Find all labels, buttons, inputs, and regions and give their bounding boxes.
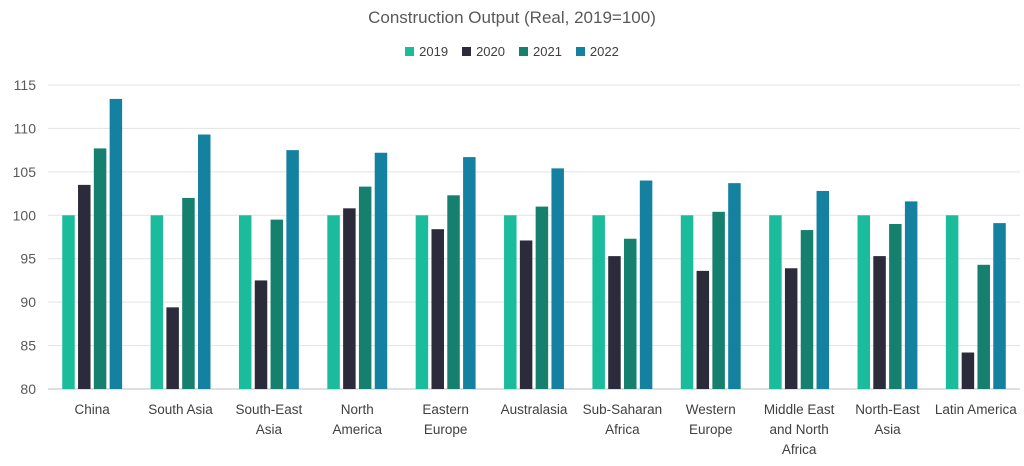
legend-swatch — [575, 47, 585, 56]
bar-2019-south-asia — [150, 215, 164, 389]
x-tick-label: South-East Asia — [236, 402, 303, 437]
y-tick-label: 100 — [13, 207, 37, 223]
x-tick-label: Eastern Europe — [422, 402, 469, 437]
bar-2022-north-america — [374, 152, 388, 389]
legend-item-2022: 2022 — [575, 44, 619, 59]
bar-2020-australasia — [519, 240, 533, 389]
legend-item-2020: 2020 — [462, 44, 505, 59]
bar-2022-western-europe — [728, 183, 741, 389]
bar-2021-middle-east-and-north-africa — [800, 230, 814, 389]
bar-2019-china — [62, 215, 75, 389]
chart-title: Construction Output (Real, 2019=100) — [368, 8, 656, 27]
bar-2021-north-east-asia — [889, 223, 902, 389]
bar-2020-south-asia — [166, 307, 179, 389]
legend-item-2019: 2019 — [405, 44, 448, 59]
bar-2021-latin-america — [977, 264, 990, 389]
legend-swatch — [405, 47, 415, 56]
y-tick-label: 95 — [20, 251, 36, 267]
bar-2021-sub-saharan-africa — [624, 238, 637, 389]
y-tick-label: 85 — [20, 338, 36, 354]
bar-2019-latin-america — [945, 215, 959, 389]
bar-2022-south-east-asia — [286, 150, 299, 389]
bar-2021-eastern-europe — [447, 195, 460, 389]
x-tick-label: China — [75, 402, 111, 417]
legend-swatch — [519, 47, 528, 56]
bar-2019-north-america — [327, 215, 340, 389]
bar-2021-china — [93, 148, 107, 389]
legend-label: 2021 — [533, 44, 562, 59]
chart-legend: 2019 2020 2021 2022 — [0, 44, 1024, 59]
bar-2020-north-east-asia — [873, 256, 886, 389]
bar-2019-middle-east-and-north-africa — [769, 215, 782, 389]
x-tick-label: South Asia — [148, 402, 213, 417]
y-tick-label: 90 — [20, 294, 36, 310]
bar-2021-south-east-asia — [270, 219, 284, 389]
bar-2020-eastern-europe — [431, 229, 444, 389]
bar-2021-australasia — [535, 206, 549, 389]
bar-2020-china — [78, 184, 91, 389]
legend-item-2021: 2021 — [519, 44, 562, 59]
bar-2019-sub-saharan-africa — [592, 215, 605, 389]
bar-2020-south-east-asia — [254, 280, 268, 389]
x-tick-label: Middle East and North Africa — [764, 402, 835, 457]
bar-2020-north-america — [343, 208, 356, 389]
bar-2019-north-east-asia — [857, 215, 871, 389]
bar-2019-south-east-asia — [238, 215, 252, 389]
x-tick-label: North-East Asia — [855, 402, 920, 437]
bar-2022-south-asia — [197, 134, 211, 389]
bar-2019-western-europe — [680, 215, 694, 389]
bar-2020-western-europe — [696, 270, 710, 389]
x-tick-label: Australasia — [501, 402, 568, 417]
legend-label: 2019 — [419, 44, 449, 59]
y-tick-label: 80 — [20, 381, 36, 397]
bar-2022-north-east-asia — [904, 201, 918, 389]
bar-2021-western-europe — [712, 211, 725, 389]
legend-label: 2020 — [476, 44, 505, 59]
bar-2020-sub-saharan-africa — [608, 256, 621, 389]
bar-2022-middle-east-and-north-africa — [816, 190, 830, 389]
y-tick-label: 115 — [14, 77, 37, 93]
legend-swatch — [462, 47, 472, 56]
bar-2020-latin-america — [961, 352, 975, 389]
bar-2021-south-asia — [182, 197, 195, 389]
bar-2022-australasia — [551, 168, 564, 389]
y-tick-label: 105 — [13, 164, 37, 180]
bar-2019-australasia — [504, 215, 517, 389]
legend-label: 2022 — [589, 44, 619, 59]
x-tick-label: North America — [333, 402, 383, 437]
x-tick-label: Sub-Saharan Africa — [583, 402, 663, 437]
x-tick-label: Western Europe — [686, 402, 736, 437]
x-tick-label: Latin America — [935, 402, 1017, 417]
y-tick-label: 110 — [14, 120, 37, 136]
bar-2020-middle-east-and-north-africa — [784, 268, 798, 389]
bar-2022-eastern-europe — [463, 157, 476, 389]
bar-2019-eastern-europe — [415, 215, 429, 389]
bar-2022-sub-saharan-africa — [639, 180, 653, 389]
bar-2021-north-america — [358, 186, 372, 389]
bar-2022-latin-america — [993, 223, 1006, 389]
bar-2022-china — [109, 98, 123, 389]
